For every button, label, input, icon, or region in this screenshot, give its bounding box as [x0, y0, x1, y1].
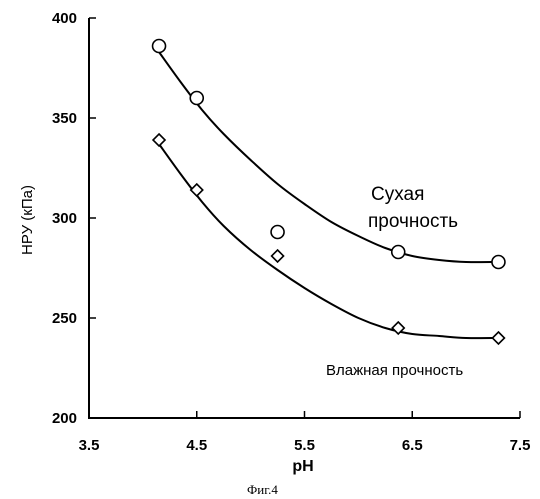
figure-caption: Фиг.4 [247, 482, 278, 497]
x-tick-label-3: 6.5 [402, 437, 423, 454]
y-tick-label-2: 300 [52, 210, 77, 227]
y-tick-label-4: 400 [52, 10, 77, 27]
point-series-1-4 [492, 332, 504, 344]
y-axis-title-text: НРУ (кПа) [19, 185, 36, 255]
point-series-0-3 [392, 246, 405, 259]
tick-labels: 200 250 300 350 400 3.5 4.5 5.5 6.5 7.5 [52, 10, 530, 454]
fit-lines [159, 52, 498, 338]
point-series-1-2 [272, 250, 284, 262]
annotation-wet-strength: Влажная прочность [326, 362, 463, 379]
y-axis-title: НРУ (кПа) [19, 185, 36, 255]
x-axis-title: pH [292, 458, 313, 475]
y-tick-label-3: 350 [52, 110, 77, 127]
x-tick-label-1: 4.5 [186, 437, 207, 454]
x-tick-label-0: 3.5 [79, 437, 100, 454]
point-series-0-4 [492, 256, 505, 269]
y-tick-label-0: 200 [52, 410, 77, 427]
point-series-0-2 [271, 226, 284, 239]
annotation-dry-strength-line2: прочность [368, 211, 458, 232]
annotation-dry-strength-line1: Сухая [371, 184, 424, 205]
point-series-1-0 [153, 134, 165, 146]
point-series-1-1 [191, 184, 203, 196]
x-tick-label-2: 5.5 [294, 437, 315, 454]
fit-line-series-1 [159, 144, 498, 338]
y-tick-label-1: 250 [52, 310, 77, 327]
x-tick-label-4: 7.5 [510, 437, 531, 454]
point-series-0-0 [153, 40, 166, 53]
data-markers [153, 40, 505, 345]
point-series-0-1 [190, 92, 203, 105]
